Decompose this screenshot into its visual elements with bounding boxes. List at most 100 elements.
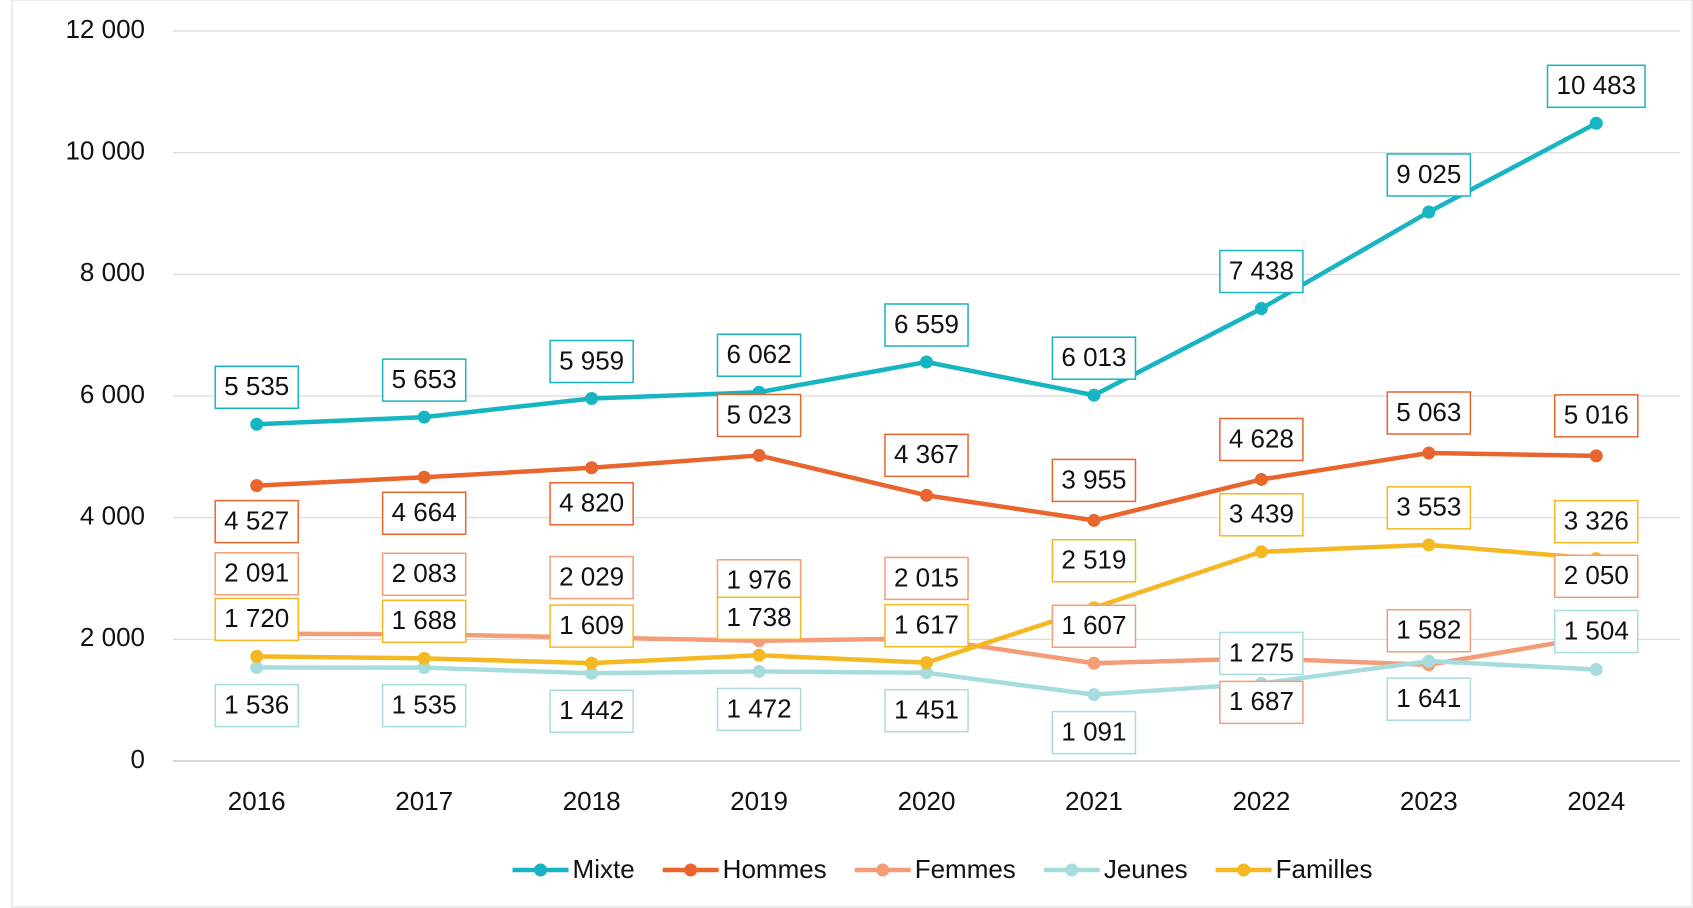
data-label: 7 438 [1219,249,1304,294]
data-point [1589,116,1603,130]
data-label: 4 820 [549,482,634,526]
data-label: 1 582 [1386,609,1472,653]
data-point [920,355,933,369]
data-label-box [549,689,634,734]
data-label: 6 559 [884,303,969,347]
data-point [250,479,264,493]
data-point [1087,688,1101,702]
legend-item: Hommes [662,854,827,884]
y-tick-label: 10 000 [65,136,145,166]
data-label: 6 062 [716,333,802,377]
data-label-box [1386,486,1472,530]
data-label: 2 029 [549,555,634,600]
data-label: 1 641 [1386,677,1472,721]
data-label: 5 535 [214,365,300,410]
data-label-box [1553,609,1639,654]
data-point [585,461,599,475]
data-label-box [884,603,969,648]
y-tick-label: 4 000 [80,501,145,531]
data-label-box [214,499,300,544]
data-point [250,649,264,663]
x-tick-label: 2016 [228,786,286,816]
data-label-text: 1 617 [894,610,959,640]
x-tick-label: 2022 [1232,786,1290,816]
data-label-text: 2 083 [392,558,457,588]
legend-marker [876,863,890,877]
data-label-box [1386,609,1472,653]
y-tick-label: 2 000 [80,622,145,652]
data-point [585,391,599,405]
data-label-text: 2 029 [559,561,624,591]
data-point [1589,449,1603,463]
data-point [250,661,264,675]
data-label: 1 607 [1051,604,1137,648]
data-label-text: 5 959 [559,345,624,375]
data-label-box [1219,417,1304,462]
data-label: 1 472 [716,687,802,732]
data-label-text: 10 483 [1557,70,1637,100]
data-label-box [1051,336,1137,380]
legend-label: Hommes [723,854,827,884]
data-label: 5 959 [549,339,634,384]
data-label: 1 536 [214,683,300,728]
data-label: 4 527 [214,499,300,544]
data-label: 1 720 [214,597,300,642]
data-label-box [381,683,467,728]
data-label: 1 535 [381,683,467,728]
data-label: 5 653 [381,358,467,402]
data-label-box [1051,539,1137,583]
data-point [920,488,933,502]
data-label-text: 1 687 [1229,686,1294,716]
data-label-box [214,597,300,642]
data-label-text: 1 607 [1061,610,1126,640]
data-label-text: 5 016 [1564,400,1629,430]
legend-item: Femmes [854,854,1016,884]
data-label-text: 3 439 [1229,499,1294,529]
data-label: 1 451 [884,688,969,733]
y-tick-label: 12 000 [65,14,145,44]
data-label-box [1219,493,1304,537]
legend-item: Mixte [512,854,635,884]
data-point [1087,388,1101,402]
data-label-box [214,365,300,410]
data-label-box [214,683,300,728]
data-label: 1 617 [884,603,969,648]
data-label: 2 015 [884,556,969,601]
legend-label: Femmes [915,854,1016,884]
x-tick-label: 2017 [395,786,453,816]
legend-label: Familles [1276,854,1373,884]
data-label-box [716,559,802,603]
data-label-box [884,688,969,733]
data-label-box [381,491,467,536]
data-label: 5 023 [716,393,802,438]
data-label-text: 5 535 [224,371,289,401]
data-label-box [716,333,802,377]
data-label-box [716,393,802,438]
data-point [1087,656,1101,670]
data-label-text: 3 326 [1564,506,1629,536]
data-label-text: 1 472 [727,693,792,723]
data-point [417,410,431,424]
legend-item: Jeunes [1043,854,1188,884]
data-label-text: 7 438 [1229,255,1294,285]
data-label: 2 519 [1051,539,1137,583]
legend-marker [1065,863,1079,877]
data-point [585,666,599,680]
data-label: 1 609 [549,604,634,648]
data-label-box [884,556,969,601]
data-label: 2 091 [214,552,300,596]
data-label: 4 367 [884,433,969,478]
data-label-text: 4 527 [224,505,289,535]
data-label: 4 664 [381,491,467,536]
data-label-text: 1 582 [1396,615,1461,645]
data-label-box [1051,604,1137,648]
x-tick-label: 2020 [898,786,956,816]
data-label-text: 4 664 [392,497,457,527]
data-label-text: 1 976 [727,565,792,595]
data-label-text: 1 451 [894,695,959,725]
y-tick-label: 8 000 [80,257,145,287]
data-label-text: 1 720 [224,603,289,633]
data-label-box [1051,710,1137,755]
data-label-box [884,433,969,478]
data-label-text: 5 063 [1396,397,1461,427]
